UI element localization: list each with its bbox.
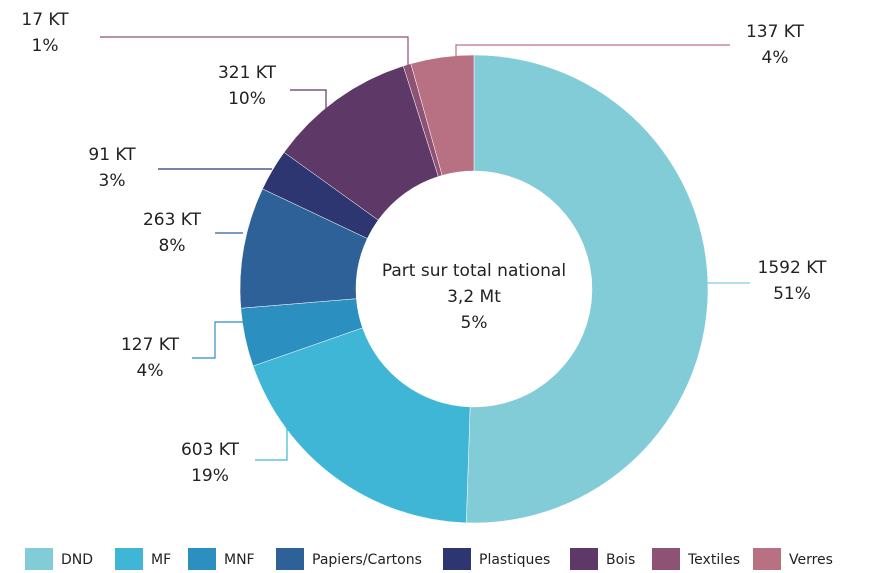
legend-swatch (276, 548, 304, 570)
percent-label: 3% (99, 171, 126, 191)
center-text: Part sur total national (382, 261, 566, 281)
legend-label: DND (61, 552, 93, 568)
percent-label: 10% (228, 89, 266, 109)
legend-swatch (188, 548, 216, 570)
percent-label: 8% (159, 236, 186, 256)
donut-slice (410, 54, 475, 176)
percent-label: 19% (191, 466, 229, 486)
leader-line (455, 44, 730, 68)
value-label: 17 KT (21, 10, 69, 30)
value-label: 91 KT (88, 145, 136, 165)
leader-line (255, 428, 288, 461)
legend-label: MF (151, 552, 171, 568)
legend-label: Textiles (687, 552, 740, 568)
legend-swatch (652, 548, 680, 570)
value-label: 127 KT (121, 335, 180, 355)
legend-swatch (115, 548, 143, 570)
value-label: 321 KT (218, 63, 277, 83)
center-text: 3,2 Mt (447, 287, 501, 307)
center-text: 5% (461, 313, 488, 333)
legend-label: Verres (789, 552, 833, 568)
leader-line (192, 321, 244, 359)
value-label: 263 KT (143, 210, 202, 230)
percent-label: 51% (773, 284, 811, 304)
value-label: 603 KT (181, 440, 240, 460)
legend-swatch (25, 548, 53, 570)
legend-label: Plastiques (479, 552, 550, 568)
legend-swatch (753, 548, 781, 570)
legend-label: MNF (224, 552, 255, 568)
value-label: 1592 KT (758, 258, 827, 278)
donut-slice (252, 327, 471, 524)
leader-line (100, 36, 409, 65)
percent-label: 1% (32, 36, 59, 56)
legend-swatch (570, 548, 598, 570)
percent-label: 4% (137, 361, 164, 381)
leader-line (290, 89, 327, 110)
percent-label: 4% (762, 48, 789, 68)
value-label: 137 KT (746, 22, 805, 42)
legend-swatch (443, 548, 471, 570)
legend-label: Papiers/Cartons (312, 552, 422, 568)
legend-label: Bois (606, 552, 635, 568)
donut-slice (466, 54, 709, 524)
